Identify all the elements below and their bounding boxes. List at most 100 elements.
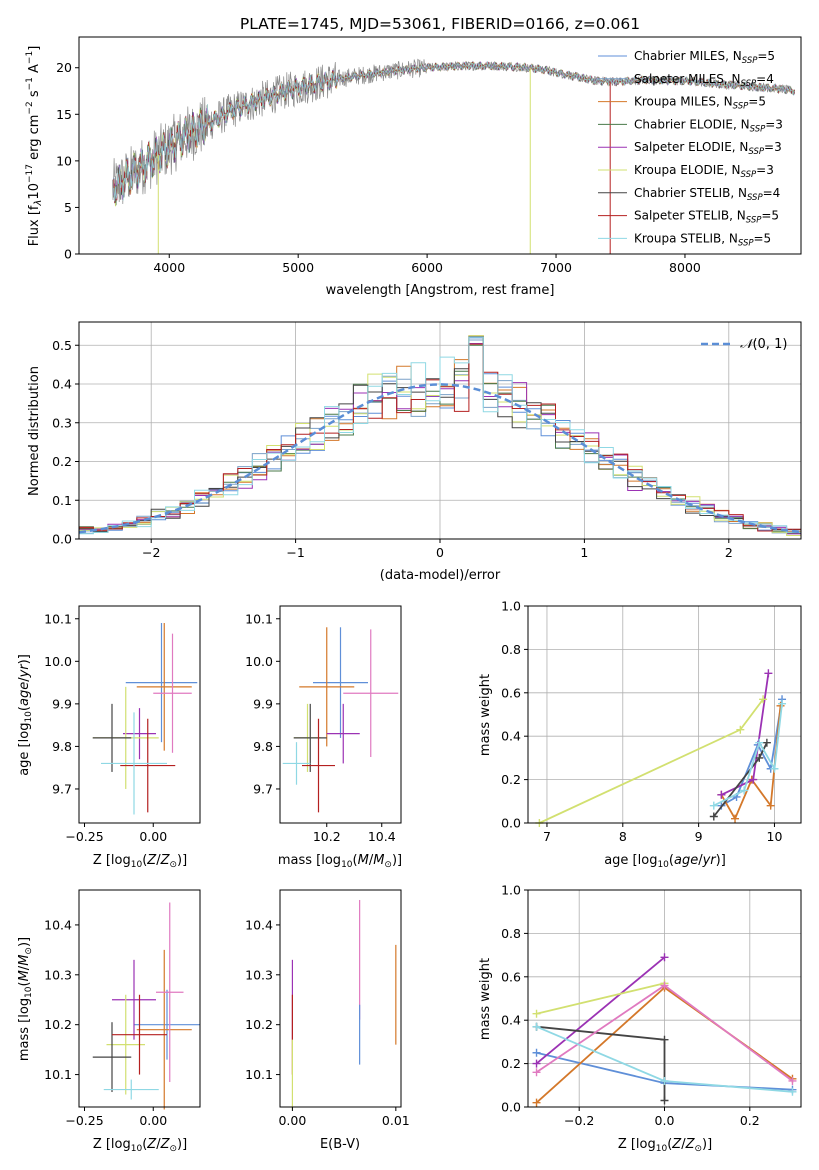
y-tick-label: 0.0 [501,816,521,831]
mass-weight-line [539,698,764,824]
legend-label: Salpeter STELIB, NSSP=5 [634,209,779,226]
y-tick-label: 10.4 [245,917,273,932]
y-tick-label: 0.0 [52,532,72,547]
y-tick-label: 0.2 [501,772,521,787]
y-tick-label: 10.4 [44,917,72,932]
plus-marker [532,1048,541,1057]
x-tick-label: 7 [543,829,551,844]
x-tick-label: −0.25 [65,1113,103,1128]
y-tick-label: 0.6 [501,969,521,984]
y-tick-label: 9.9 [253,696,273,711]
z-weight-ylabel: mass weight [478,958,493,1040]
x-tick-label: 0.00 [278,1113,306,1128]
x-tick-label: 6000 [411,260,443,275]
plus-marker [660,1035,669,1044]
residual-panel: −2 −1 0 1 2 0.0 0.1 0.2 0.3 0.4 0.5 𝒩(0, 1) [52,321,802,560]
plus-marker [660,953,669,962]
x-tick-label: 4000 [153,260,185,275]
z-mass-xlabel: Z [log10(Z/Z⊙)] [93,1137,187,1154]
x-tick-label: −1 [286,545,304,560]
spectrum-legend: Chabrier MILES, NSSP=5 Salpeter MILES, NS… [598,49,783,248]
age-weight-panel: 7 8 9 10 0.0 0.2 0.4 0.6 0.8 1.0 [501,599,802,844]
y-tick-label: 0 [64,247,72,262]
ebv-xlabel: E(B-V) [320,1137,360,1152]
y-tick-label: 1.0 [501,599,521,614]
plus-marker [532,1022,541,1031]
y-tick-label: 10.2 [44,1017,72,1032]
y-tick-label: 10.1 [44,1067,72,1082]
plus-marker [532,1059,541,1068]
plus-marker [788,1076,797,1085]
plus-marker [532,1009,541,1018]
plus-marker [709,812,718,821]
x-tick-label: 7000 [540,260,572,275]
plus-marker [749,775,758,784]
z-weight-xlabel: Z [log10(Z/Z⊙)] [618,1137,712,1154]
plus-marker [755,738,764,747]
x-tick-label: −0.25 [65,829,103,844]
legend-label: Chabrier ELODIE, NSSP=3 [634,117,783,134]
legend-label: Kroupa STELIB, NSSP=5 [634,231,771,248]
y-tick-label: 0.6 [501,685,521,700]
x-tick-label: 0.0 [655,1113,675,1128]
residual-legend: 𝒩(0, 1) [701,337,787,352]
z-weight-panel: −0.2 0.0 0.2 0.0 0.2 0.4 0.6 0.8 1.0 [501,883,802,1128]
legend-label: Salpeter ELODIE, NSSP=3 [634,140,782,157]
spectrum-title: PLATE=1745, MJD=53061, FIBERID=0166, z=0… [240,15,640,33]
plus-marker [736,725,745,734]
model-spectrum-line [113,60,795,202]
plus-marker [778,699,787,708]
x-tick-label: −0.2 [564,1113,594,1128]
spectrum-ylabel: Flux [fλ10−17 erg cm−2 s−1 A−1] [25,46,44,247]
x-tick-label: 10.4 [368,829,396,844]
y-tick-label: 9.8 [52,739,72,754]
legend-label: Kroupa MILES, NSSP=5 [634,95,766,112]
plus-marker [759,695,768,704]
plus-marker [766,801,775,810]
y-tick-label: 0.2 [52,454,72,469]
y-tick-label: 10.1 [245,1067,273,1082]
x-tick-label: 0.01 [382,1113,410,1128]
y-tick-label: 0.4 [52,377,72,392]
plus-marker [788,1087,797,1096]
x-tick-label: 1 [580,545,588,560]
y-tick-label: 9.7 [52,781,72,796]
y-tick-label: 0.4 [501,729,521,744]
x-tick-label: 2 [725,545,733,560]
y-tick-label: 0.0 [501,1100,521,1115]
residual-ylabel: Normed distribution [27,366,42,496]
y-tick-label: 0.1 [52,493,72,508]
legend-label: Chabrier STELIB, NSSP=4 [634,186,780,203]
plus-marker [764,669,773,678]
z-mass-panel: −0.25 0.00 10.1 10.2 10.3 10.4 [44,889,201,1128]
x-tick-label: 0.00 [139,1113,167,1128]
mass-age-xlabel: mass [log10(M/M⊙)] [278,853,402,870]
z-age-xlabel: Z [log10(Z/Z⊙)] [93,853,187,870]
y-tick-label: 0.5 [52,338,72,353]
y-tick-label: 10.3 [44,967,72,982]
legend-label: Salpeter MILES, NSSP=4 [634,72,774,89]
plus-marker [709,801,718,810]
x-tick-label: 0 [436,545,444,560]
x-tick-label: 0.00 [139,829,167,844]
plus-marker [731,814,740,823]
y-tick-label: 10.1 [245,611,273,626]
normal-curve [78,383,802,534]
y-tick-label: 0.8 [501,926,521,941]
y-tick-label: 10.0 [245,654,273,669]
y-tick-label: 5 [64,200,72,215]
plus-marker [660,1096,669,1105]
y-tick-label: 0.4 [501,1013,521,1028]
y-tick-label: 10.3 [245,967,273,982]
spectrum-xlabel: wavelength [Angstrom, rest frame] [326,283,555,298]
y-tick-label: 9.7 [253,781,273,796]
spectrum-panel: 4000 5000 6000 7000 8000 0 5 10 15 20 Chabrier MI… [56,36,802,275]
y-tick-label: 0.3 [52,415,72,430]
y-tick-label: 0.2 [501,1056,521,1071]
mass-weight-line [536,982,665,1015]
plus-marker [740,786,749,795]
plus-marker [532,1068,541,1077]
mass-weight-line [535,956,666,1065]
y-tick-label: 1.0 [501,883,521,898]
x-tick-label: 10.2 [313,829,341,844]
